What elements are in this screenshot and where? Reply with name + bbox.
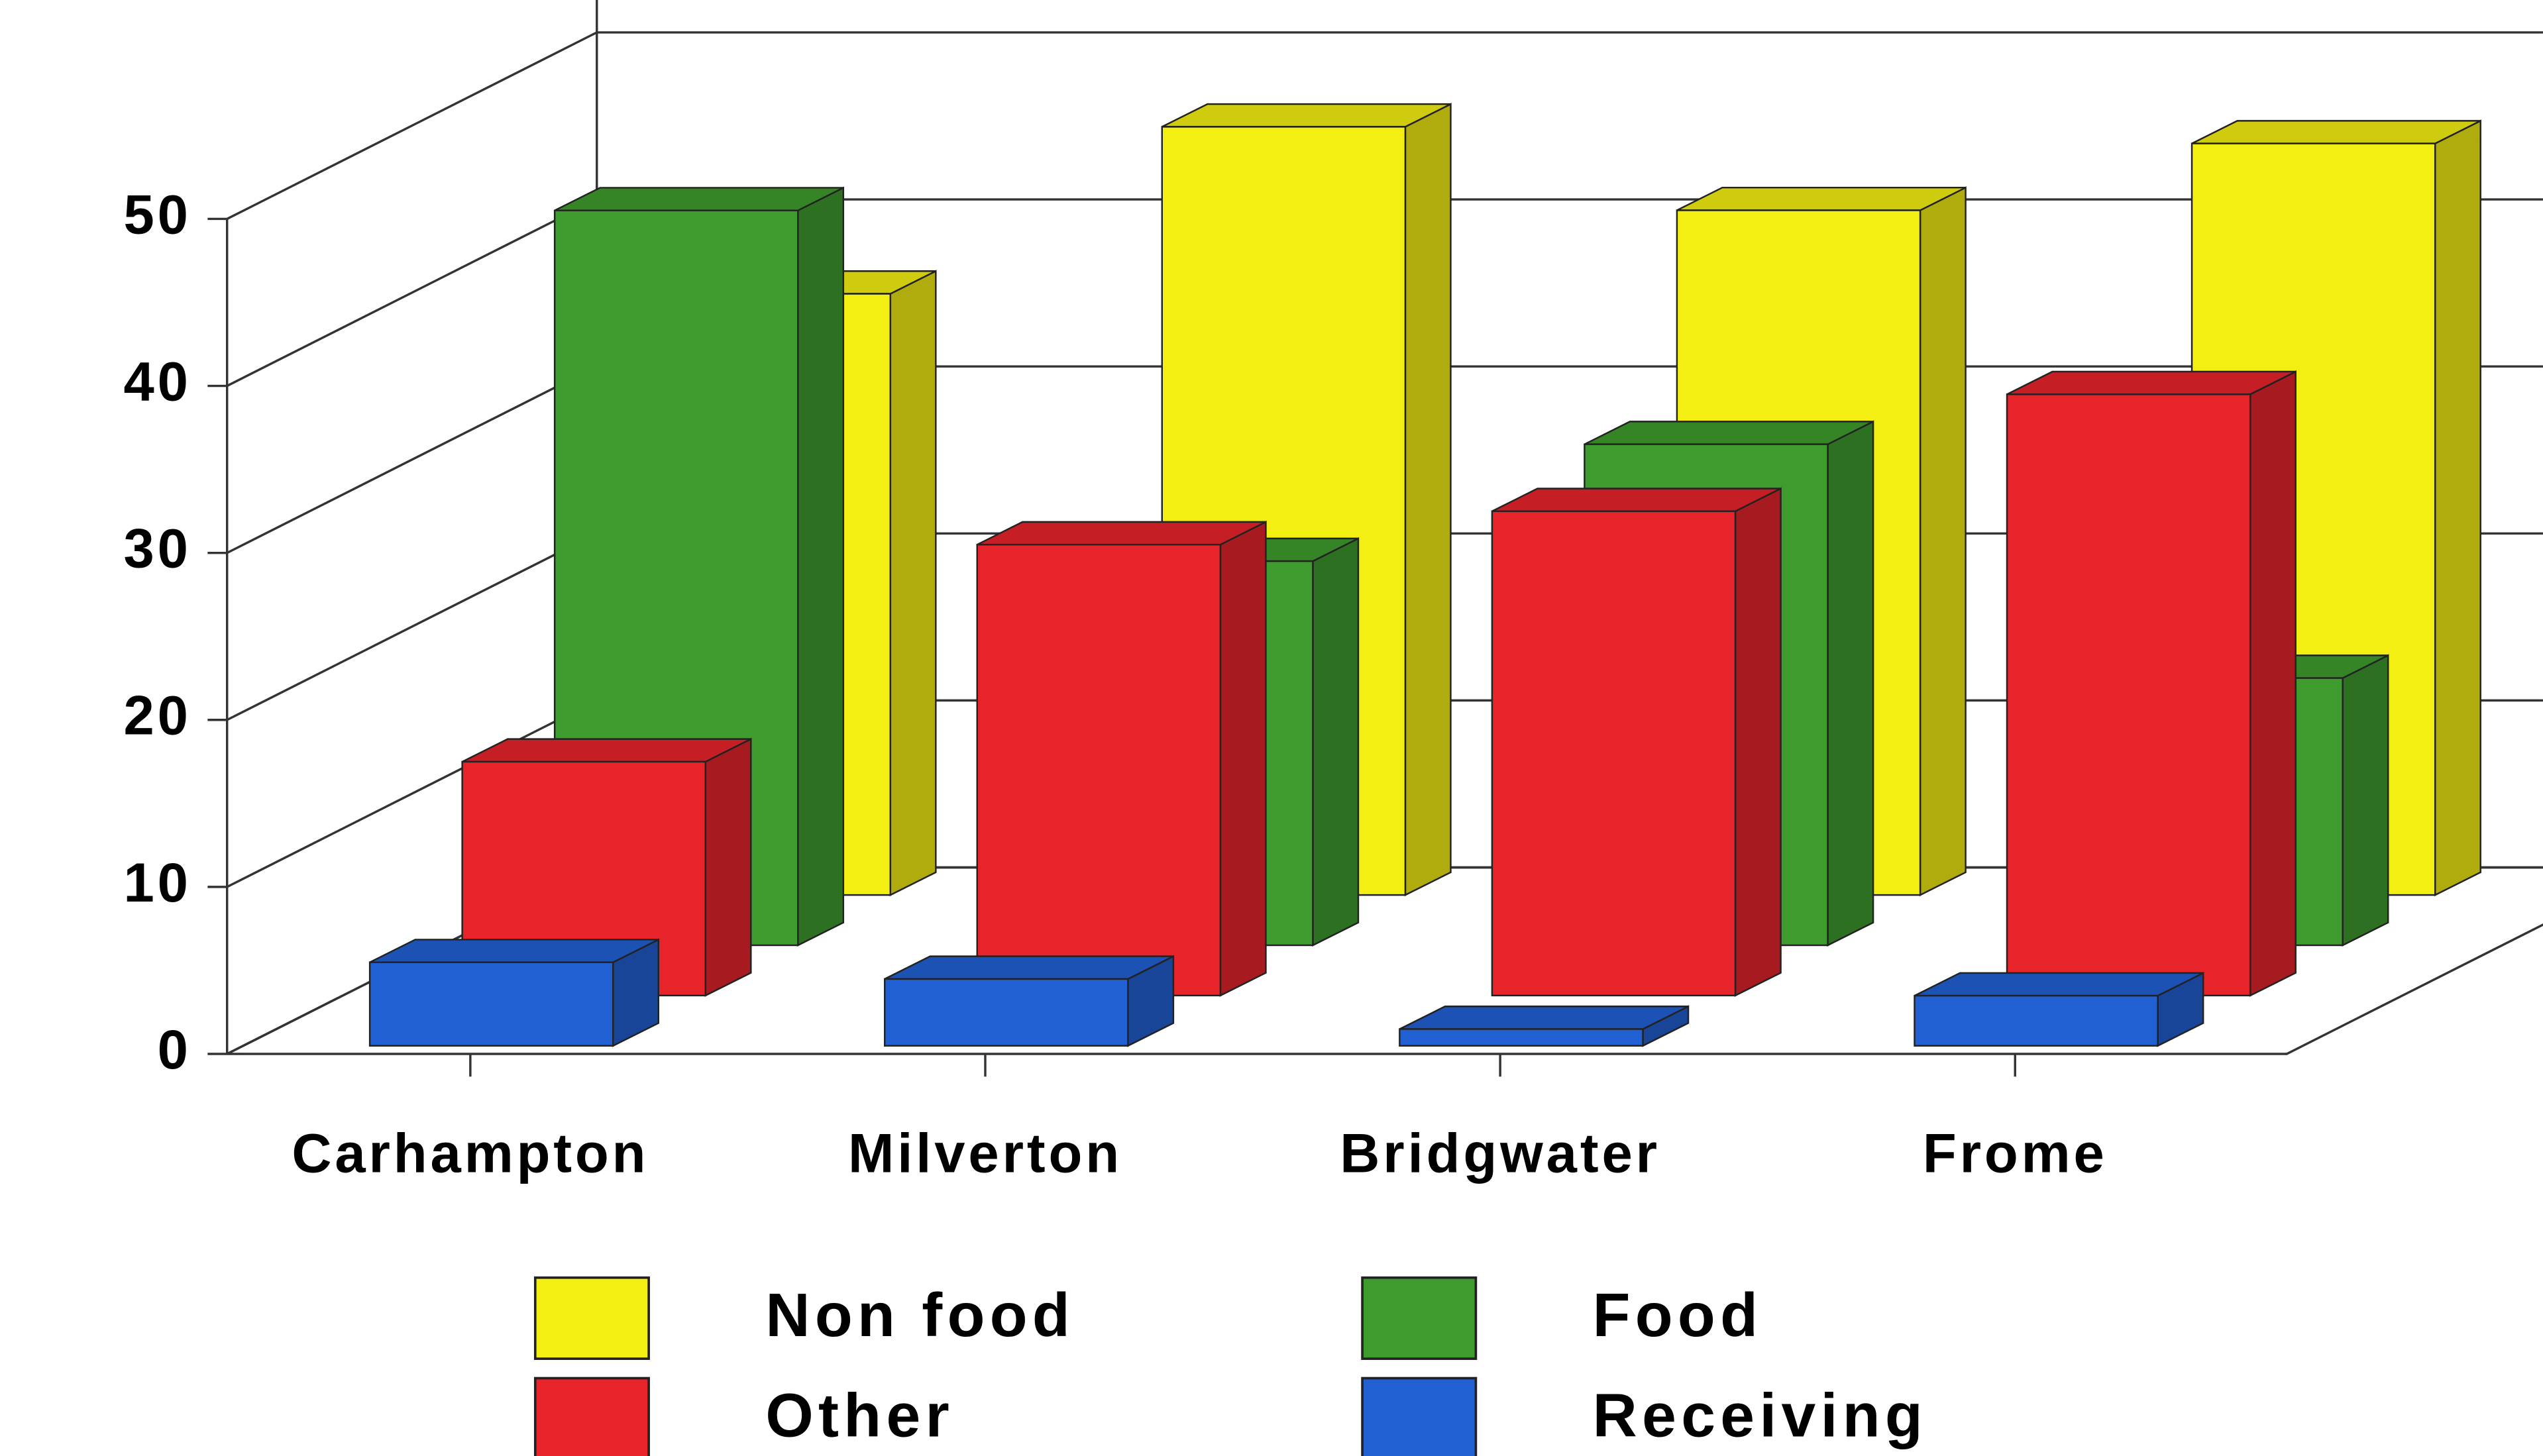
grid-line (226, 532, 598, 721)
bar-top (2191, 120, 2481, 144)
y-tick-label: 40 (123, 351, 191, 413)
y-tick-label: 50 (123, 183, 191, 245)
bar (1491, 487, 1782, 997)
bar-front (884, 978, 1129, 1047)
legend-swatch (533, 1377, 650, 1456)
legend-swatch (1361, 1276, 1478, 1360)
bar-top (462, 738, 751, 763)
legend-label: Food (1593, 1280, 1763, 1349)
bar (368, 938, 660, 1047)
bar-top (884, 955, 1174, 980)
y-tick-label: 10 (123, 852, 191, 913)
bar-side (797, 186, 845, 947)
bar (2006, 370, 2297, 997)
bar-top (369, 939, 659, 963)
legend: Non food Food Other Receiving (533, 1276, 1927, 1456)
x-tick-label: Carhampton (292, 1123, 649, 1184)
bar-side (2434, 119, 2481, 897)
bar-top (554, 187, 844, 211)
bar (553, 186, 845, 947)
grid-line (226, 365, 598, 554)
bar-top (1399, 1006, 1689, 1030)
bar-front (368, 961, 614, 1047)
x-tick-label: Frome (1923, 1123, 2108, 1184)
x-tick-label: Milverton (848, 1123, 1122, 1184)
bar-top (1491, 488, 1782, 512)
bar-side (704, 737, 752, 997)
bar-side (1919, 186, 1967, 897)
bar (1399, 1005, 1690, 1047)
y-tick-label: 30 (123, 518, 191, 580)
bar-side (1404, 103, 1452, 897)
legend-label: Other (765, 1381, 954, 1450)
x-tick-label: Bridgwater (1340, 1123, 1660, 1184)
bar (884, 955, 1175, 1047)
bar (1914, 971, 2204, 1047)
bar-top (1584, 421, 1874, 445)
bar-side (2342, 654, 2389, 947)
grid-line (226, 198, 598, 388)
grid-line (226, 699, 598, 888)
bar (976, 520, 1267, 997)
bar-side (889, 270, 937, 897)
bar-top (1162, 103, 1452, 128)
bar-top (1914, 972, 2204, 997)
bar-front (1491, 510, 1737, 997)
bar-front (1914, 994, 2159, 1047)
bar-side (1734, 487, 1782, 997)
y-tick-label: 0 (158, 1019, 191, 1080)
legend-swatch (533, 1276, 650, 1360)
bar-side (1219, 520, 1267, 997)
bar-top (977, 521, 1266, 546)
bar-side (1827, 420, 1874, 947)
bar-front (1399, 1028, 1644, 1047)
bar-side (1312, 537, 1360, 947)
legend-label: Non food (765, 1280, 1075, 1349)
bar-front (2006, 393, 2251, 997)
legend-swatch (1361, 1377, 1478, 1456)
bar-top (1676, 186, 1967, 211)
y-tick-label: 20 (123, 685, 191, 747)
bar-top (2006, 370, 2297, 395)
bar-side (2249, 370, 2297, 997)
bar-front (976, 543, 1222, 997)
legend-label: Receiving (1593, 1381, 1927, 1450)
grid-line (226, 31, 598, 220)
